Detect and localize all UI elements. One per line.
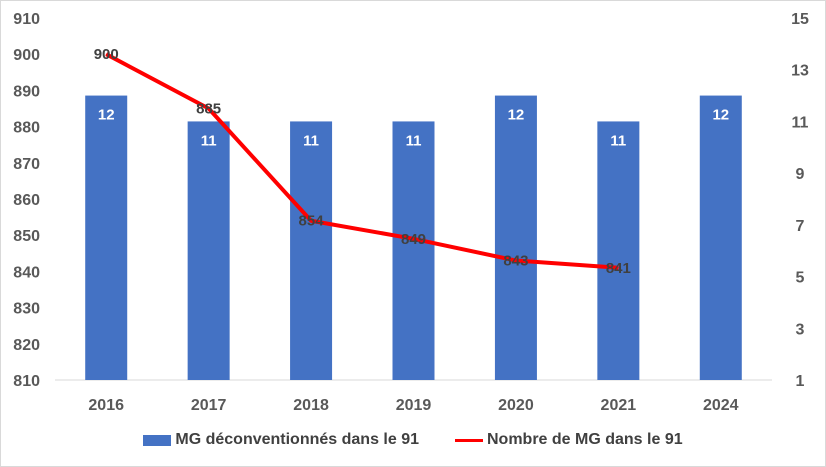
legend-label-line: Nombre de MG dans le 91	[487, 431, 683, 448]
right-axis-tick-label: 9	[796, 166, 805, 183]
left-axis-tick-label: 840	[13, 264, 40, 281]
x-axis-tick-label: 2018	[293, 397, 329, 414]
bar	[85, 95, 128, 381]
left-axis-tick-label: 900	[13, 47, 40, 64]
legend: MG déconventionnés dans le 91 Nombre de …	[0, 428, 826, 452]
x-axis-tick-label: 2024	[703, 397, 739, 414]
legend-label-bars: MG déconventionnés dans le 91	[175, 431, 419, 448]
line-series	[105, 52, 619, 270]
bar-data-label: 11	[303, 132, 319, 149]
line-path	[105, 52, 619, 270]
x-axis-ticks: 2016 2017 2018 2019 2020 2021 2024	[88, 397, 738, 414]
x-axis-tick-label: 2021	[601, 397, 637, 414]
bar	[494, 95, 537, 381]
legend-line-swatch	[455, 438, 483, 442]
line-data-label: 843	[503, 253, 528, 270]
left-axis-tick-label: 870	[13, 156, 40, 173]
left-axis-tick-label: 880	[13, 120, 40, 137]
line-point	[208, 108, 210, 109]
x-axis-tick-label: 2016	[88, 397, 124, 414]
left-axis-tick-label: 910	[13, 11, 40, 28]
left-axis-tick-label: 850	[13, 228, 40, 245]
right-axis-tick-label: 1	[796, 373, 805, 390]
line-point	[515, 260, 517, 262]
left-axis-ticks: 810 820 830 840 850 860 870 880 890 900 910	[13, 11, 40, 390]
bar-data-labels: 12 11 11 11 12 11 12	[98, 107, 729, 150]
right-axis-tick-label: 7	[796, 218, 805, 235]
legend-item-line: Nombre de MG dans le 91	[455, 431, 683, 449]
line-data-label: 841	[606, 260, 631, 277]
left-axis-tick-label: 860	[13, 192, 40, 209]
left-axis-tick-label: 830	[13, 301, 40, 318]
right-axis-tick-label: 11	[792, 114, 809, 131]
bar	[290, 121, 333, 380]
left-axis-tick-label: 890	[13, 83, 40, 100]
bar-data-label: 11	[610, 132, 626, 149]
right-axis-tick-label: 5	[796, 270, 805, 287]
right-axis-tick-label: 3	[796, 321, 805, 338]
bar-data-label: 11	[201, 132, 217, 149]
line-point	[413, 238, 414, 240]
bar	[597, 121, 640, 380]
x-axis-tick-label: 2020	[498, 397, 534, 414]
bar-data-label: 12	[508, 107, 525, 124]
legend-bar-swatch	[143, 434, 172, 446]
line-data-label: 854	[299, 213, 325, 230]
bar	[392, 121, 435, 380]
line-data-label: 885	[196, 101, 221, 118]
line-data-labels: 900 885 854 849 843 841	[94, 46, 631, 277]
legend-item-bars: MG déconventionnés dans le 91	[143, 431, 419, 449]
x-axis-tick-label: 2019	[396, 397, 432, 414]
bar	[699, 95, 742, 381]
left-axis-tick-label: 810	[13, 373, 40, 390]
bar-data-label: 11	[406, 132, 422, 149]
bar-series	[85, 95, 742, 381]
left-axis-tick-label: 820	[13, 337, 40, 354]
right-axis-tick-label: 15	[791, 11, 809, 28]
line-point	[310, 220, 312, 222]
bar-data-label: 12	[712, 107, 729, 124]
line-point	[105, 53, 107, 55]
line-data-label: 849	[401, 231, 426, 248]
bar-data-label: 12	[98, 107, 115, 124]
bar	[187, 121, 230, 380]
right-axis-tick-label: 13	[791, 63, 809, 80]
line-point	[617, 267, 619, 269]
x-axis-tick-label: 2017	[191, 397, 227, 414]
line-data-label: 900	[94, 46, 119, 63]
